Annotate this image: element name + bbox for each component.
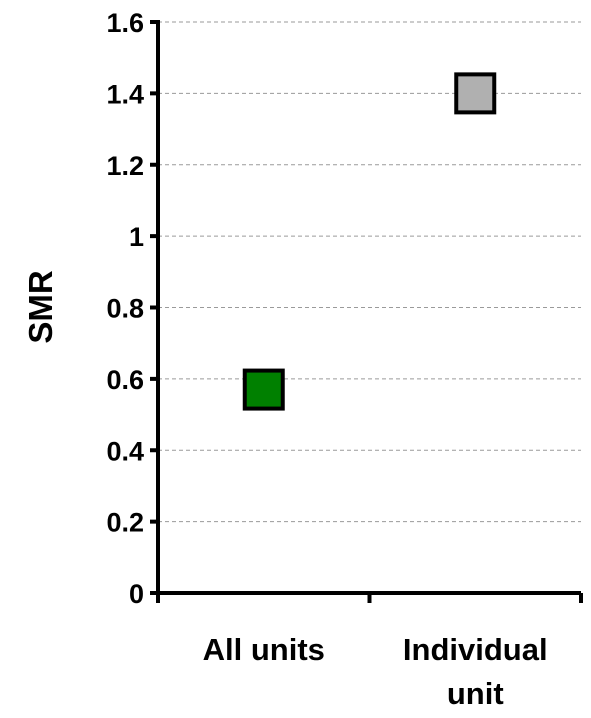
y-tick-label: 0 — [129, 579, 144, 609]
x-category-label: Individual unit — [403, 632, 548, 711]
x-category-label: All units — [203, 632, 325, 667]
y-tick-label: 1 — [129, 222, 144, 252]
y-tick-label: 1.2 — [106, 151, 144, 181]
y-tick-label: 0.2 — [106, 508, 144, 538]
x-category-labels: All units Individual unit — [203, 632, 548, 711]
y-tick-label: 0.4 — [106, 436, 144, 466]
y-tick-label: 0.6 — [106, 365, 144, 395]
y-axis-title: SMR — [22, 270, 59, 344]
y-tick-labels: 0 0.2 0.4 0.6 0.8 1 1.2 1.4 1.6 — [106, 8, 144, 609]
gridlines — [158, 21, 581, 523]
axes — [150, 20, 583, 603]
data-point-marker — [454, 72, 497, 115]
data-point-marker — [242, 368, 285, 411]
data-points — [242, 72, 497, 411]
y-tick-label: 1.6 — [106, 8, 144, 38]
y-tick-label: 0.8 — [106, 294, 144, 324]
y-tick-label: 1.4 — [106, 79, 144, 109]
